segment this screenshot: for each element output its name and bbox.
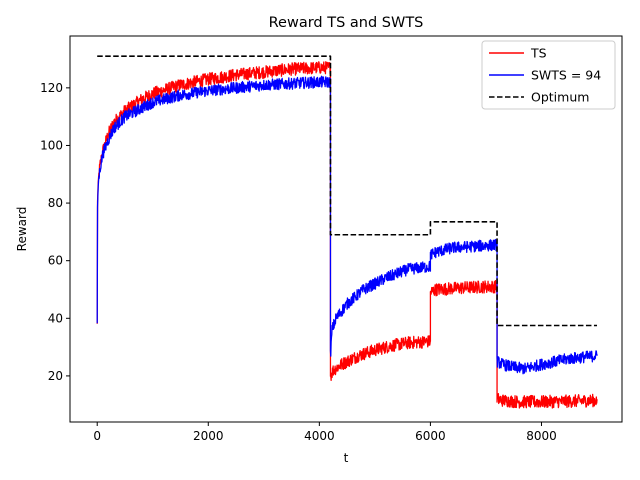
legend-label-swts: SWTS = 94 [531, 68, 601, 83]
plot-frame [69, 35, 623, 423]
y-tick-label: 100 [40, 138, 63, 152]
y-tick-label: 60 [48, 254, 63, 268]
y-tick-label: 20 [48, 369, 63, 383]
series-layer [96, 55, 598, 409]
legend-box [481, 40, 616, 110]
x-axis-label: t [344, 451, 349, 465]
chart-title: Reward TS and SWTS [269, 15, 424, 31]
x-tick-label: 4000 [304, 429, 335, 443]
x-tick-label: 0 [93, 429, 101, 443]
y-tick-label: 120 [40, 81, 63, 95]
y-axis-label: Reward [15, 207, 29, 252]
x-ticks: 0 2000 4000 6000 8000 [93, 422, 557, 443]
series-line-swts [96, 75, 598, 375]
legend-label-optimum: Optimum [531, 90, 589, 105]
series-line-ts [96, 61, 598, 409]
legend: TS SWTS = 94 Optimum [481, 40, 616, 110]
y-tick-label: 40 [48, 311, 63, 325]
x-tick-label: 6000 [415, 429, 446, 443]
legend-label-ts: TS [530, 46, 547, 61]
x-tick-label: 8000 [526, 429, 557, 443]
y-ticks: 20 40 60 80 100 120 [40, 81, 70, 383]
x-tick-label: 2000 [193, 429, 224, 443]
y-tick-label: 80 [48, 196, 63, 210]
